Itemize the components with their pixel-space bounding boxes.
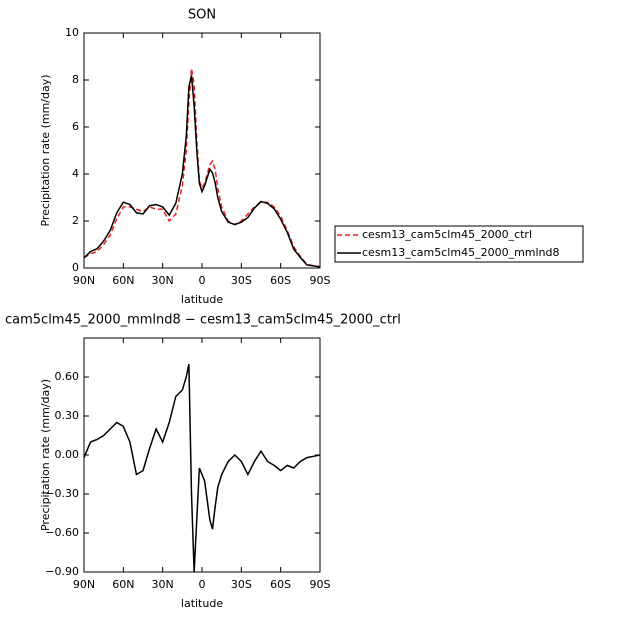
data-line [83, 68, 321, 268]
y-tick-label: −0.60 [45, 526, 79, 539]
y-tick-label: 10 [65, 26, 79, 39]
y-tick-label: 0.00 [55, 448, 80, 461]
y-tick-label: 0.30 [55, 409, 80, 422]
plot-frame [83, 337, 321, 573]
x-tick-label: 30S [231, 274, 252, 287]
y-tick-label: 8 [72, 73, 79, 86]
y-tick-label: −0.90 [45, 565, 79, 578]
x-axis-label: latitude [181, 597, 223, 610]
y-tick-label: 6 [72, 120, 79, 133]
y-axis-label: Precipitation rate (mm/day) [39, 379, 52, 531]
x-axis-label: latitude [181, 293, 223, 306]
x-tick-label: 30S [231, 578, 252, 591]
y-axis-label: Precipitation rate (mm/day) [39, 74, 52, 226]
x-tick-label: 0 [199, 274, 206, 287]
data-line [83, 363, 321, 573]
x-tick-label: 60S [270, 274, 291, 287]
x-tick-label: 30N [152, 578, 174, 591]
x-tick-label: 90N [73, 274, 95, 287]
x-tick-label: 60N [112, 578, 134, 591]
y-tick-label: −0.30 [45, 487, 79, 500]
x-tick-label: 30N [152, 274, 174, 287]
x-tick-label: 90S [310, 274, 331, 287]
y-tick-label: 0 [72, 261, 79, 274]
x-tick-label: 60N [112, 274, 134, 287]
plot-frame [83, 32, 321, 269]
x-tick-label: 90S [310, 578, 331, 591]
x-tick-label: 60S [270, 578, 291, 591]
x-tick-label: 90N [73, 578, 95, 591]
y-tick-label: 4 [72, 167, 79, 180]
legend-label: cesm13_cam5clm45_2000_mmlnd8 [362, 246, 560, 259]
data-line [83, 75, 321, 268]
x-tick-label: 0 [199, 578, 206, 591]
chart-title: SON [188, 8, 216, 23]
y-tick-label: 0.60 [55, 370, 80, 383]
legend-box [334, 225, 584, 263]
chart-title: cam5clm45_2000_mmlnd8 − cesm13_cam5clm45… [5, 313, 401, 328]
y-tick-label: 2 [72, 214, 79, 227]
legend-label: cesm13_cam5clm45_2000_ctrl [362, 228, 532, 241]
